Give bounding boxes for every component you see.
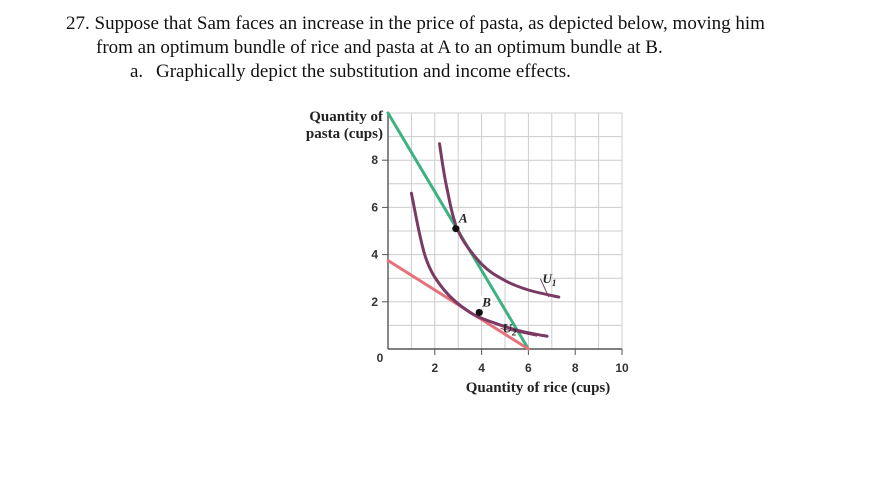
indifference-curve-u1 <box>437 142 561 299</box>
x-tick-label: 6 <box>525 361 532 375</box>
point-label-a: A <box>458 211 468 226</box>
axes <box>382 113 623 355</box>
origin-label: 0 <box>377 351 384 365</box>
part-text: Graphically depict the substitution and … <box>156 61 571 82</box>
indifference-curve-u2 <box>409 191 549 338</box>
tick-labels: 2 4 6 8 10 2 4 6 8 0 <box>371 153 629 375</box>
x-tick-label: 10 <box>615 361 629 375</box>
point-b <box>475 308 483 317</box>
y-tick-label: 2 <box>371 295 378 309</box>
curve-label-leader <box>539 278 550 298</box>
curve-label-u1: U1 <box>542 271 556 288</box>
question-line-2: from an optimum bundle of rice and pasta… <box>96 37 663 58</box>
x-axis-label: Quantity of rice (cups) <box>466 380 611 396</box>
x-tick-label: 4 <box>478 361 485 375</box>
y-axis-label-line-2: pasta (cups) <box>306 126 383 142</box>
question-part-a: a. Graphically depict the substitution an… <box>130 60 571 83</box>
x-tick-label: 2 <box>431 361 438 375</box>
part-letter: a. <box>130 61 144 82</box>
grid <box>387 112 623 350</box>
curve-label-leader <box>500 327 538 337</box>
y-tick-label: 8 <box>371 153 378 167</box>
point-label-bg <box>456 211 469 226</box>
point-label-b: B <box>481 294 491 309</box>
point-a <box>452 225 460 233</box>
point-label-bg <box>480 295 493 310</box>
question-line-1: 27. Suppose that Sam faces an increase i… <box>66 13 765 34</box>
y-tick-label: 4 <box>371 248 378 262</box>
x-tick-label: 8 <box>572 361 579 375</box>
y-tick-label: 6 <box>371 200 378 214</box>
curve-label-u2: U2 <box>503 320 517 337</box>
point-labels: U1 U2 A B <box>452 211 556 337</box>
y-axis-label-line-1: Quantity of <box>309 109 384 125</box>
